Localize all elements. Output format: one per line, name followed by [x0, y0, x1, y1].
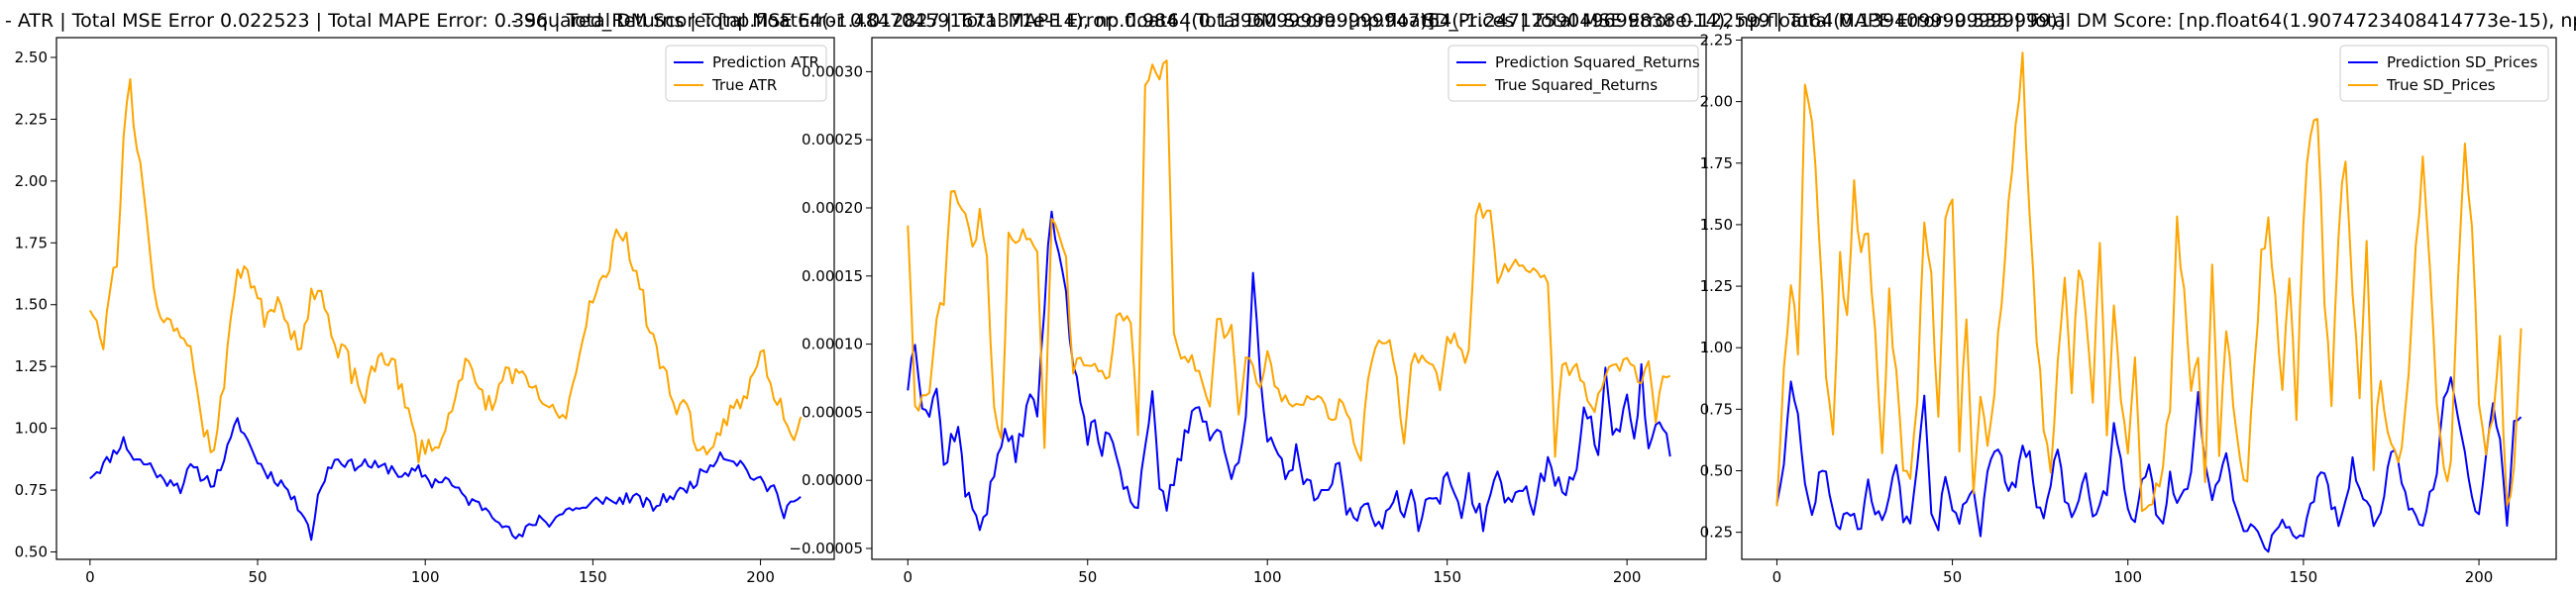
legend-label: Prediction Squared_Returns — [1495, 53, 1700, 72]
y-tick-label: 0.00000 — [802, 471, 863, 489]
x-tick-label: 0 — [1772, 568, 1782, 586]
y-tick-label: 0.75 — [1700, 400, 1733, 418]
x-tick-label: 200 — [1613, 568, 1642, 586]
series-line-true — [1775, 51, 2522, 513]
y-tick-label: 0.00025 — [802, 131, 863, 148]
series-line-prediction — [89, 417, 802, 542]
legend-box — [2339, 45, 2549, 102]
chart-title: - Squared_Returns | Total MSE Error 0.01… — [511, 10, 2065, 32]
legend-label: Prediction SD_Prices — [2387, 53, 2537, 72]
y-tick-label: 2.00 — [15, 172, 48, 190]
axes-frame — [55, 37, 835, 560]
x-tick-label: 50 — [1943, 568, 1962, 586]
panels: 0 50 100 150 200 0.50 0.75 1.00 1.25 1.50 1.75 2.00… — [15, 31, 2557, 586]
y-tick-label: 2.25 — [1700, 31, 1733, 49]
x-tick-label: 150 — [1433, 568, 1461, 586]
y-tick-label: 2.00 — [1700, 93, 1733, 111]
y-tick-label: 1.00 — [1700, 339, 1733, 356]
x-tick-label: 50 — [248, 568, 267, 586]
legend-box — [1448, 45, 1699, 102]
x-tick-label: 100 — [411, 568, 440, 586]
y-tick-label: 0.00010 — [802, 336, 863, 353]
y-tick-label: 1.25 — [1700, 277, 1733, 295]
chart-title: - SD_Prices | Total MSE Error 0.122599 |… — [1410, 10, 2576, 32]
legend: Prediction Squared_Returns True Squared_R… — [1448, 45, 1700, 102]
x-tick-label: 100 — [1253, 568, 1282, 586]
x-tick-label: 200 — [746, 568, 775, 586]
x-tick-label: 0 — [85, 568, 95, 586]
y-tick-label: 1.75 — [1700, 154, 1733, 172]
series-line-true — [88, 77, 803, 464]
y-tick-label: 1.25 — [15, 357, 48, 375]
y-tick-label: 0.25 — [1700, 524, 1733, 542]
y-tick-label: 0.50 — [15, 544, 48, 561]
x-tick-label: 200 — [2465, 568, 2494, 586]
y-tick-label: 0.00005 — [802, 403, 863, 421]
axes-frame — [871, 37, 1707, 560]
y-tick-label: 0.00020 — [802, 199, 863, 217]
chart-panel-2: 0 50 100 150 200 −0.00005 0.00000 0.00005 0.0001… — [789, 37, 1707, 586]
chart-panel-1: 0 50 100 150 200 0.50 0.75 1.00 1.25 1.50 1.75 2.00… — [15, 37, 835, 586]
y-tick-label: 0.75 — [15, 481, 48, 499]
x-tick-label: 150 — [2290, 568, 2318, 586]
legend: Prediction SD_Prices True SD_Prices — [2339, 45, 2549, 102]
y-tick-label: 1.00 — [15, 420, 48, 438]
titles: - ATR | Total MSE Error 0.022523 | Total… — [5, 10, 2576, 32]
x-tick-label: 100 — [2113, 568, 2142, 586]
x-tick-label: 150 — [579, 568, 607, 586]
y-tick-label: 1.75 — [15, 234, 48, 251]
y-tick-label: 0.00030 — [802, 62, 863, 80]
x-tick-label: 0 — [904, 568, 913, 586]
y-tick-label: 2.25 — [15, 110, 48, 128]
legend-label: True SD_Prices — [2386, 76, 2496, 95]
y-tick-label: 0.00015 — [802, 267, 863, 285]
legend-box — [665, 45, 827, 102]
y-tick-label: 0.50 — [1700, 462, 1733, 480]
x-tick-label: 50 — [1078, 568, 1097, 586]
axes-frame — [1741, 37, 2557, 560]
legend: Prediction ATR True ATR — [665, 45, 827, 102]
legend-label: Prediction ATR — [712, 53, 819, 71]
series-line-prediction — [907, 210, 1671, 533]
legend-label: True Squared_Returns — [1494, 76, 1658, 95]
y-tick-label: −0.00005 — [789, 540, 863, 557]
legend-label: True ATR — [711, 76, 777, 94]
chart-panel-3: 0 50 100 150 200 0.25 0.50 0.75 1.00 1.25 1.50 1.75… — [1700, 31, 2557, 586]
y-tick-label: 2.50 — [15, 49, 48, 66]
y-tick-label: 1.50 — [1700, 216, 1733, 234]
series-line-true — [907, 59, 1671, 462]
y-tick-label: 1.50 — [15, 296, 48, 314]
chart-title: - ATR | Total MSE Error 0.022523 | Total… — [5, 10, 1435, 32]
